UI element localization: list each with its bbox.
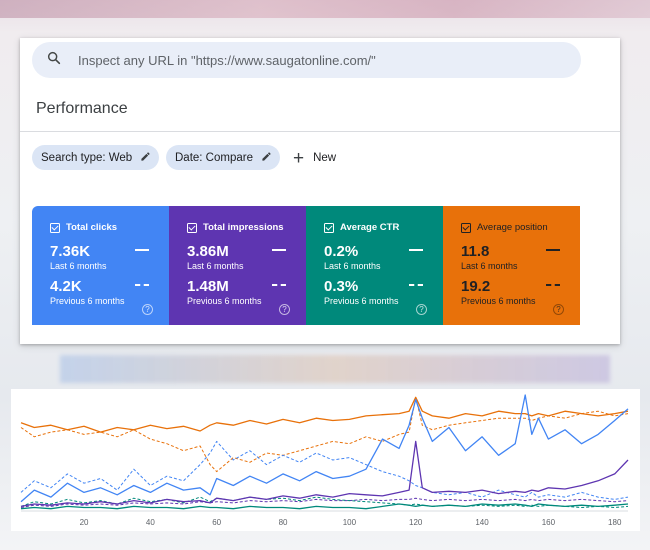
help-icon[interactable]: ? <box>142 304 153 315</box>
chip-label: Search type: Web <box>41 151 133 164</box>
chart-svg: 20 40 60 80 100 120 140 160 180 <box>20 394 629 527</box>
metric-cards: Total clicks 7.36K Last 6 months 4.2K Pr… <box>32 206 580 325</box>
solid-line-legend-icon <box>135 249 149 251</box>
background-blur-band <box>0 0 650 18</box>
metric-current-value: 3.86M <box>187 243 229 260</box>
series-line-5 <box>20 496 629 508</box>
metric-label: Average position <box>477 222 548 233</box>
solid-line-legend-icon <box>546 249 560 251</box>
metric-label: Total clicks <box>66 222 118 233</box>
divider <box>20 131 620 132</box>
dashed-line-legend-icon <box>272 284 286 286</box>
metric-previous-value: 0.3% <box>324 278 359 295</box>
chip-label: Date: Compare <box>175 151 253 164</box>
metric-current-value: 0.2% <box>324 243 359 260</box>
metric-label: Average CTR <box>340 222 400 233</box>
series-line-0 <box>20 394 629 503</box>
dashed-line-legend-icon <box>546 284 560 286</box>
checkbox-checked-icon[interactable] <box>50 222 60 233</box>
metric-current-period: Last 6 months <box>461 261 518 271</box>
metric-current-period: Last 6 months <box>324 261 381 271</box>
metric-previous-value: 1.48M <box>187 278 229 295</box>
page-title: Performance <box>36 100 128 117</box>
help-icon[interactable]: ? <box>416 304 427 315</box>
x-tick-label: 80 <box>279 518 288 527</box>
x-tick-label: 20 <box>80 518 89 527</box>
x-tick-label: 160 <box>542 518 556 527</box>
x-tick-label: 100 <box>343 518 357 527</box>
help-icon[interactable]: ? <box>553 304 564 315</box>
metric-previous-period: Previous 6 months <box>50 296 125 306</box>
edit-pencil-icon <box>253 151 272 165</box>
metric-current-period: Last 6 months <box>50 261 107 271</box>
x-tick-label: 180 <box>608 518 622 527</box>
dashed-line-legend-icon <box>135 284 149 286</box>
metric-current-period: Last 6 months <box>187 261 244 271</box>
performance-card: Inspect any URL in "https://www.saugaton… <box>20 38 620 344</box>
series-line-1 <box>20 440 629 500</box>
metric-card-average-position[interactable]: Average position 11.8 Last 6 months 19.2… <box>443 206 580 325</box>
metric-previous-period: Previous 6 months <box>187 296 262 306</box>
metric-previous-value: 4.2K <box>50 278 82 295</box>
series-line-7 <box>20 396 629 473</box>
metric-current-value: 7.36K <box>50 243 91 260</box>
dashed-line-legend-icon <box>409 284 423 286</box>
new-filter-button[interactable]: + New <box>293 146 336 170</box>
performance-line-chart: 20 40 60 80 100 120 140 160 180 <box>11 389 640 531</box>
search-type-filter-chip[interactable]: Search type: Web <box>32 145 160 170</box>
x-tick-label: 60 <box>212 518 221 527</box>
metric-previous-period: Previous 6 months <box>461 296 536 306</box>
search-icon <box>46 50 62 71</box>
metric-label: Total impressions <box>203 222 284 233</box>
date-filter-chip[interactable]: Date: Compare <box>166 145 280 170</box>
edit-pencil-icon <box>132 151 151 165</box>
metric-previous-value: 19.2 <box>461 278 491 295</box>
x-tick-label: 40 <box>146 518 155 527</box>
series-line-2 <box>20 440 629 508</box>
series-line-4 <box>20 503 629 510</box>
series-line-6 <box>20 396 629 433</box>
background-blur-band <box>60 355 610 383</box>
solid-line-legend-icon <box>409 249 423 251</box>
new-label: New <box>313 152 337 164</box>
plus-icon: + <box>293 147 305 169</box>
search-placeholder: Inspect any URL in "https://www.saugaton… <box>78 52 376 68</box>
x-tick-label: 140 <box>475 518 489 527</box>
url-inspect-search-bar[interactable]: Inspect any URL in "https://www.saugaton… <box>32 42 581 78</box>
checkbox-checked-icon[interactable] <box>461 222 471 233</box>
checkbox-checked-icon[interactable] <box>324 222 334 233</box>
checkbox-checked-icon[interactable] <box>187 222 197 233</box>
metric-card-average-ctr[interactable]: Average CTR 0.2% Last 6 months 0.3% Prev… <box>306 206 443 325</box>
metric-previous-period: Previous 6 months <box>324 296 399 306</box>
metric-current-value: 11.8 <box>461 243 490 260</box>
metric-card-total-impressions[interactable]: Total impressions 3.86M Last 6 months 1.… <box>169 206 306 325</box>
help-icon[interactable]: ? <box>279 304 290 315</box>
x-tick-label: 120 <box>409 518 423 527</box>
metric-card-total-clicks[interactable]: Total clicks 7.36K Last 6 months 4.2K Pr… <box>32 206 169 325</box>
solid-line-legend-icon <box>272 249 286 251</box>
